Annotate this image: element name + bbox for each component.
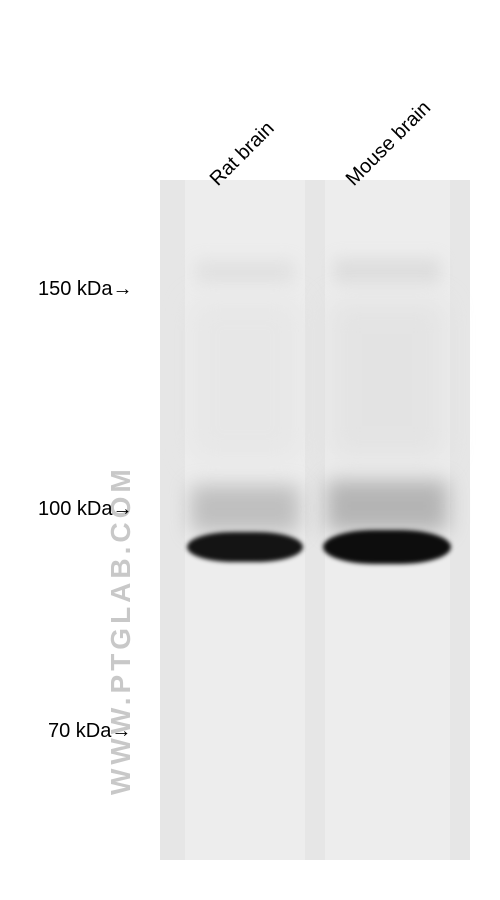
arrow-right-icon: → <box>113 498 133 521</box>
arrow-right-icon: → <box>113 278 133 301</box>
lane-label-1: Mouse brain <box>342 97 436 191</box>
band-0 <box>187 532 303 562</box>
smear-5 <box>328 300 446 460</box>
mw-marker-1: 100 kDa→ <box>38 498 133 521</box>
arrow-right-icon: → <box>111 720 131 743</box>
smear-0 <box>190 485 300 533</box>
blot-figure: WWW.PTGLAB.COM Rat brainMouse brain 150 … <box>0 0 500 900</box>
band-1 <box>323 530 451 564</box>
smear-3 <box>333 258 441 284</box>
mw-marker-0: 150 kDa→ <box>38 278 133 301</box>
smear-2 <box>195 260 295 284</box>
mw-marker-text: 100 kDa <box>38 498 113 520</box>
mw-marker-text: 70 kDa <box>48 720 111 742</box>
mw-marker-2: 70 kDa→ <box>48 720 131 743</box>
smear-1 <box>326 480 448 532</box>
mw-marker-text: 150 kDa <box>38 278 113 300</box>
smear-4 <box>190 300 300 460</box>
